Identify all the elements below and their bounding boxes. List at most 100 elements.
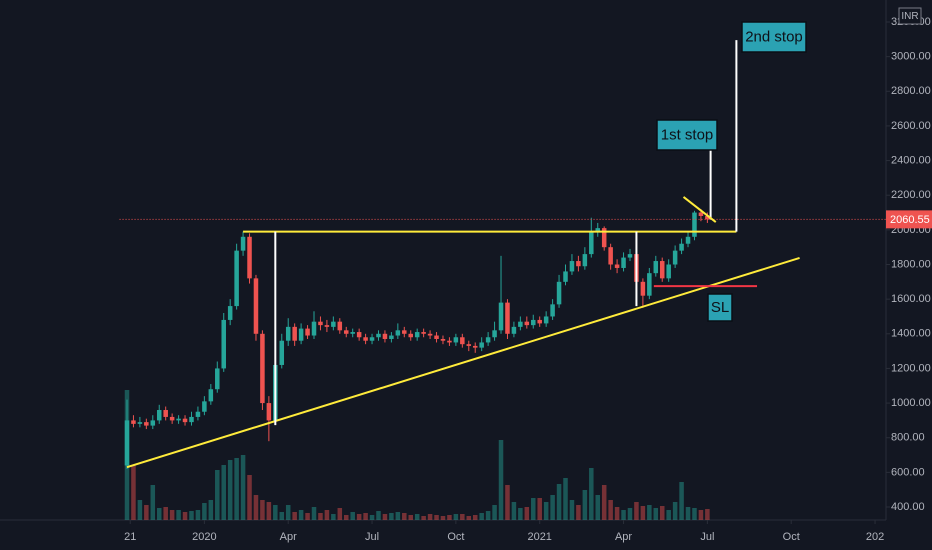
candle-body — [666, 264, 671, 279]
y-tick-label: 400.00 — [891, 501, 925, 513]
candle-body — [202, 401, 207, 412]
volume-bar — [234, 458, 239, 520]
volume-bar — [279, 512, 285, 520]
volume-bar — [537, 498, 542, 520]
annotation-1st-stop: 1st stop — [656, 119, 718, 151]
y-tick-label: 800.00 — [891, 432, 925, 444]
volume-bar — [524, 507, 530, 520]
x-tick-label: Jul — [700, 531, 714, 543]
candle-body — [640, 281, 646, 296]
volume-bar — [582, 490, 588, 520]
candle-body — [363, 337, 368, 341]
volume-bar — [634, 502, 639, 520]
y-tick-label: 1800.00 — [891, 258, 931, 270]
y-tick-label: 1000.00 — [891, 397, 931, 409]
candle-body — [543, 316, 549, 324]
volume-bar — [331, 514, 336, 520]
candle-body — [421, 332, 426, 334]
candle-body — [343, 330, 349, 334]
y-tick-label: 3000.00 — [891, 51, 931, 63]
volume-bar — [692, 508, 697, 520]
volume-bar — [531, 498, 536, 520]
volume-bar — [498, 440, 504, 520]
volume-bar — [614, 507, 620, 520]
candle-body — [595, 228, 601, 232]
volume-bar — [311, 507, 317, 520]
candle-body — [685, 236, 691, 244]
volume-bar — [543, 502, 549, 520]
volume-bar — [298, 510, 304, 520]
volume-bar — [601, 485, 607, 520]
volume-bar — [414, 514, 420, 520]
candle-body — [498, 302, 504, 331]
candle-body — [260, 333, 265, 404]
volume-bar — [427, 514, 433, 520]
annotation-text: 1st stop — [661, 126, 714, 143]
candle-body — [337, 321, 343, 331]
volume-bar — [472, 515, 478, 520]
candle-body — [292, 326, 297, 341]
candle-body — [305, 328, 310, 336]
volume-bar — [453, 514, 459, 520]
candle-body — [144, 422, 149, 426]
volume-bar — [550, 495, 555, 520]
candle-body — [376, 333, 381, 338]
candle-body — [569, 261, 575, 272]
volume-bar — [343, 515, 349, 520]
volume-bar — [447, 515, 452, 520]
volume-bar — [556, 484, 562, 520]
candle-body — [447, 340, 452, 343]
volume-bar — [189, 511, 194, 520]
volume-bar — [337, 508, 343, 520]
candle-body — [505, 302, 510, 334]
annotation-sl: SL — [707, 293, 733, 322]
volume-bar — [705, 509, 710, 520]
y-tick-label: 2600.00 — [891, 120, 931, 132]
candle-body — [653, 261, 659, 274]
volume-bar — [421, 516, 426, 520]
candle-body — [614, 264, 620, 268]
candle-body — [234, 250, 239, 307]
candle-body — [215, 368, 220, 390]
drawing-layer — [119, 40, 886, 469]
candle-body — [705, 216, 710, 220]
candle-body — [356, 332, 362, 338]
x-tick-label: Apr — [615, 531, 632, 543]
candle-body — [279, 340, 285, 365]
candle-body — [692, 212, 697, 237]
candle-body — [698, 212, 704, 217]
candle-body — [466, 344, 472, 346]
candle-body — [150, 420, 156, 426]
volume-bar — [408, 515, 413, 520]
volume-bar — [176, 510, 181, 520]
candle-body — [524, 321, 530, 326]
volume-bar — [460, 514, 465, 520]
candle-body — [266, 403, 272, 421]
volume-bar — [305, 513, 310, 520]
candle-body — [659, 261, 665, 279]
currency-box — [898, 7, 922, 25]
candle-body — [247, 236, 252, 279]
drawing-line — [126, 256, 800, 469]
volume-bar — [318, 513, 323, 520]
volume-bar — [182, 512, 188, 520]
candle-body — [402, 330, 407, 334]
candle-body — [253, 278, 259, 334]
volume-bar — [576, 505, 581, 520]
volume-bar — [247, 475, 252, 520]
volume-bar — [131, 465, 136, 520]
candle-body — [582, 254, 588, 267]
volume-bar — [389, 513, 394, 520]
x-tick-label: Jul — [365, 531, 379, 543]
x-tick-label: 202 — [866, 531, 884, 543]
candle-body — [414, 332, 420, 338]
y-tick-label: 2800.00 — [891, 85, 931, 97]
candle-body — [156, 410, 162, 421]
volume-bar — [215, 470, 220, 520]
candle-body — [227, 306, 233, 320]
volume-bar — [569, 500, 575, 520]
candle-body — [408, 333, 413, 338]
volume-bar — [485, 511, 491, 520]
candle-body — [518, 321, 523, 327]
